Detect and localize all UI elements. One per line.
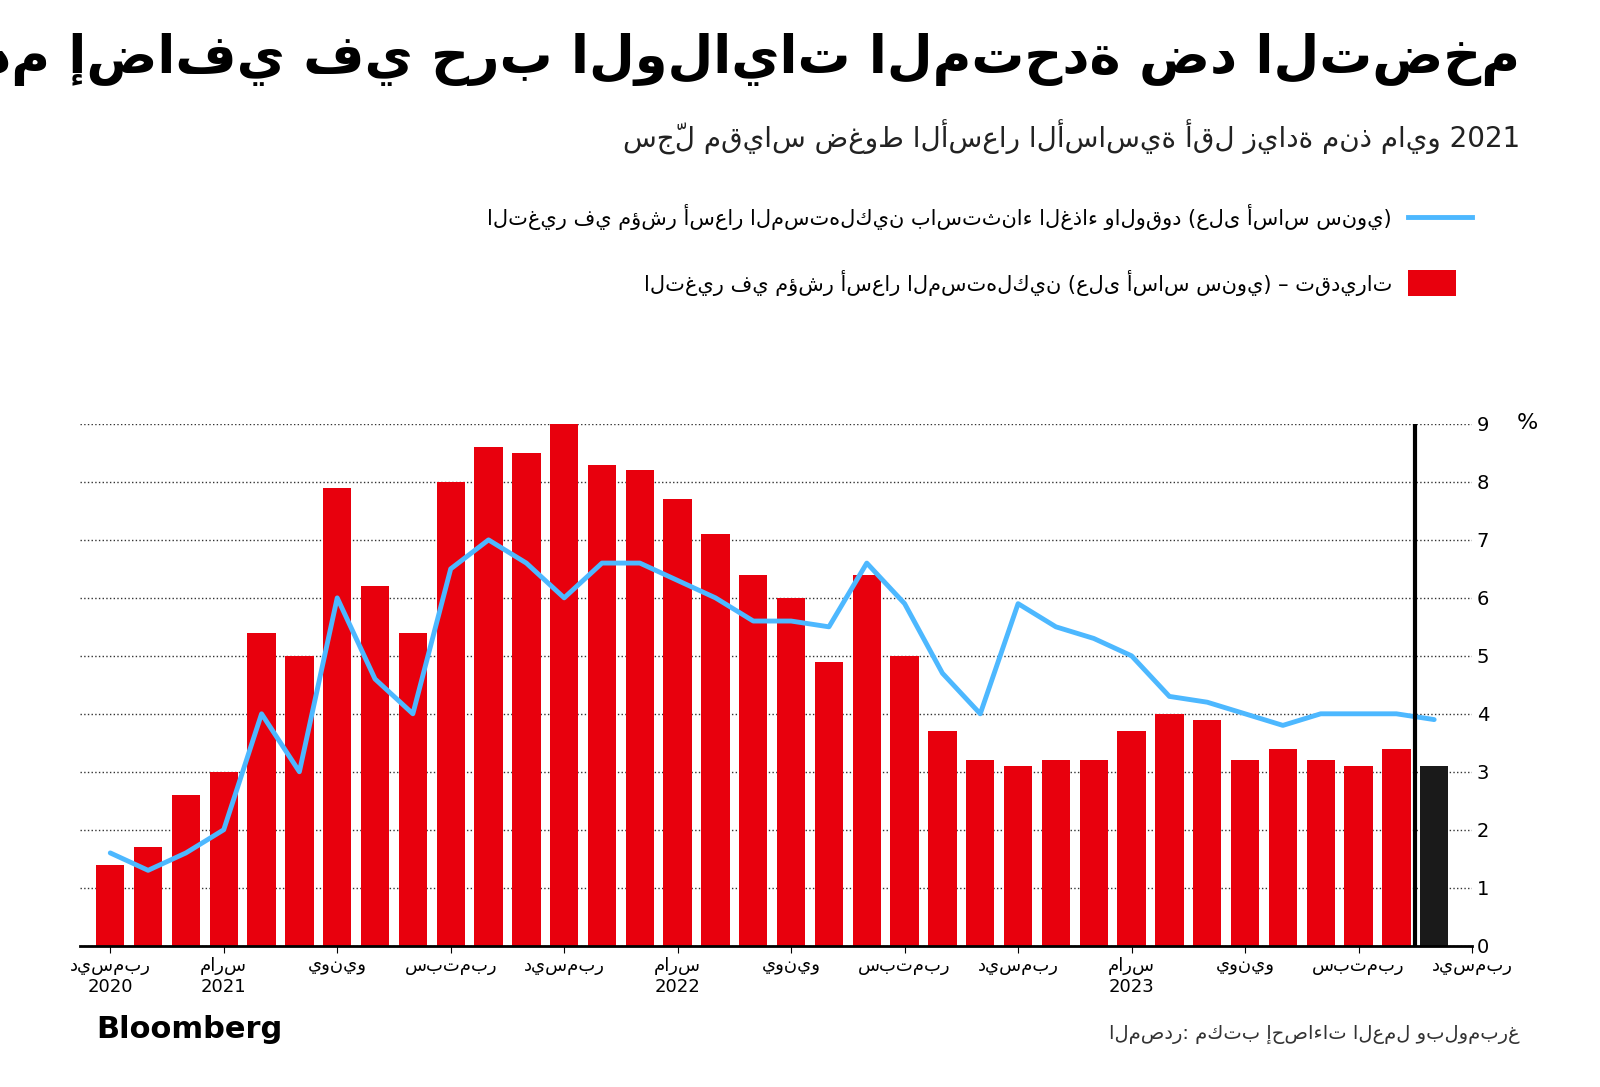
Bar bbox=[285, 655, 314, 946]
Text: سجّل مقياس ضغوط الأسعار الأساسية أقل زيادة منذ مايو 2021: سجّل مقياس ضغوط الأسعار الأساسية أقل زيا… bbox=[622, 120, 1520, 155]
Bar bbox=[550, 418, 578, 946]
Bar bbox=[778, 598, 805, 946]
Bar bbox=[626, 471, 654, 946]
Text: التغير في مؤشر أسعار المستهلكين (على أساس سنوي) – تقديرات: التغير في مؤشر أسعار المستهلكين (على أسا… bbox=[643, 270, 1392, 296]
Text: المصدر: مكتب إحصاءات العمل وبلومبرغ: المصدر: مكتب إحصاءات العمل وبلومبرغ bbox=[1109, 1024, 1520, 1044]
Bar bbox=[1194, 720, 1221, 946]
Bar bbox=[134, 847, 162, 946]
Bar bbox=[1042, 760, 1070, 946]
Bar bbox=[1080, 760, 1107, 946]
Bar bbox=[739, 575, 768, 946]
Bar bbox=[928, 732, 957, 946]
Text: التغير في مؤشر أسعار المستهلكين باستثناء الغذاء والوقود (على أساس سنوي): التغير في مؤشر أسعار المستهلكين باستثناء… bbox=[488, 204, 1392, 230]
Bar bbox=[1344, 766, 1373, 946]
Bar bbox=[891, 655, 918, 946]
Y-axis label: %: % bbox=[1517, 413, 1538, 434]
Bar bbox=[474, 447, 502, 946]
Bar bbox=[1419, 766, 1448, 946]
Bar bbox=[1269, 749, 1298, 946]
Bar bbox=[966, 760, 995, 946]
Bar bbox=[814, 662, 843, 946]
Bar bbox=[323, 488, 352, 946]
Bar bbox=[1117, 732, 1146, 946]
Text: Bloomberg: Bloomberg bbox=[96, 1014, 282, 1044]
Bar bbox=[96, 864, 125, 946]
Bar bbox=[1230, 760, 1259, 946]
Bar bbox=[398, 633, 427, 946]
Bar bbox=[248, 633, 275, 946]
Bar bbox=[512, 453, 541, 946]
Bar bbox=[362, 586, 389, 946]
Text: تقدم إضافي في حرب الولايات المتحدة ضد التضخم: تقدم إضافي في حرب الولايات المتحدة ضد ال… bbox=[0, 33, 1520, 86]
Bar bbox=[701, 534, 730, 946]
Bar bbox=[1155, 714, 1184, 946]
Bar bbox=[171, 795, 200, 946]
Bar bbox=[1003, 766, 1032, 946]
Bar bbox=[210, 772, 238, 946]
Bar bbox=[587, 464, 616, 946]
Bar bbox=[664, 499, 691, 946]
Bar bbox=[853, 575, 882, 946]
Bar bbox=[1382, 749, 1411, 946]
Bar bbox=[1307, 760, 1334, 946]
Bar bbox=[437, 482, 466, 946]
